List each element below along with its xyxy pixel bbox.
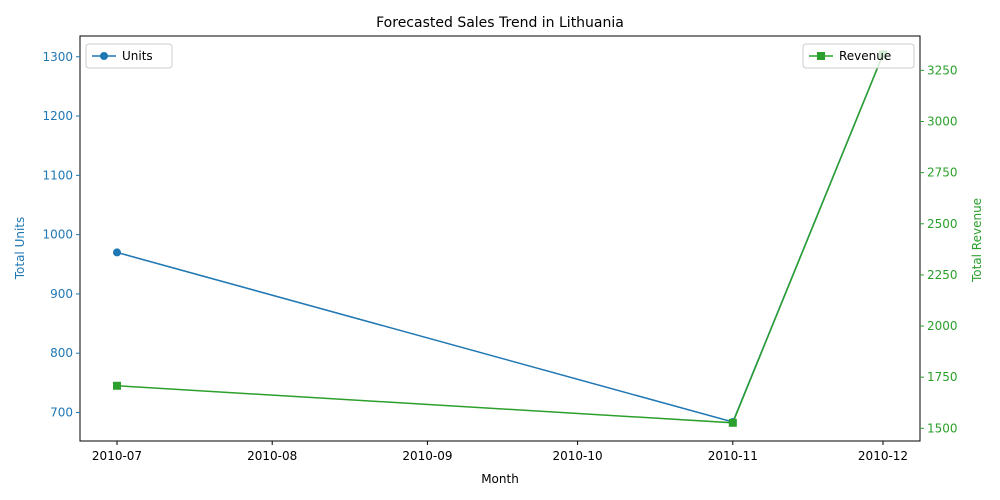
y-left-tick-label: 1000 [42, 228, 73, 242]
y-axis-right-label: Total Revenue [970, 198, 984, 283]
legend-marker [100, 52, 108, 60]
legend-box [85, 43, 173, 69]
series-line-revenue [116, 54, 884, 424]
y-right-tick-label: 3250 [927, 63, 958, 77]
y-right-tick-label: 2250 [927, 268, 958, 282]
data-point-units [113, 248, 121, 257]
legend-units: Units [85, 43, 173, 69]
x-tick-label: 2010-08 [247, 449, 297, 463]
plot-frame [79, 35, 921, 442]
y-left-tick-label: 800 [50, 346, 73, 360]
y-right-tick-label: 1500 [927, 421, 958, 435]
legend-label: Revenue [839, 49, 891, 63]
y-left-tick-label: 1200 [42, 109, 73, 123]
y-axis-right: 1500 1750 2000 2250 2500 2750 3000 3250 [920, 63, 958, 435]
series-layer [113, 50, 887, 427]
x-axis-label: Month [481, 472, 519, 486]
data-point-revenue [113, 381, 121, 390]
x-tick-label: 2010-07 [92, 449, 142, 463]
series-line-units [116, 54, 884, 423]
y-right-tick-label: 2000 [927, 319, 958, 333]
y-right-tick-label: 2500 [927, 217, 958, 231]
legend-label: Units [122, 49, 153, 63]
y-axis-left-label: Total Units [13, 217, 27, 281]
legend-marker [817, 52, 825, 60]
data-point-revenue [728, 418, 737, 427]
legend-box [802, 43, 915, 69]
y-left-tick-label: 700 [50, 406, 73, 420]
y-left-tick-label: 1100 [42, 168, 73, 182]
x-tick-label: 2010-10 [553, 449, 603, 463]
x-tick-label: 2010-11 [708, 449, 758, 463]
y-left-tick-label: 1300 [42, 50, 73, 64]
y-right-tick-label: 3000 [927, 115, 958, 129]
legend-layer: Units Revenue [85, 43, 915, 69]
y-right-tick-label: 2750 [927, 166, 958, 180]
chart-title: Forecasted Sales Trend in Lithuania [376, 15, 624, 31]
y-left-tick-label: 900 [50, 287, 73, 301]
y-right-tick-label: 1750 [927, 370, 958, 384]
x-axis: 2010-07 2010-08 2010-09 2010-10 2010-11 2010-… [92, 441, 908, 463]
y-axis-left: 700 800 900 1000 1100 1200 1300 [42, 50, 80, 420]
legend-revenue: Revenue [802, 43, 915, 69]
plot-area [79, 35, 921, 442]
x-tick-label: 2010-12 [858, 449, 908, 463]
x-tick-label: 2010-09 [402, 449, 452, 463]
